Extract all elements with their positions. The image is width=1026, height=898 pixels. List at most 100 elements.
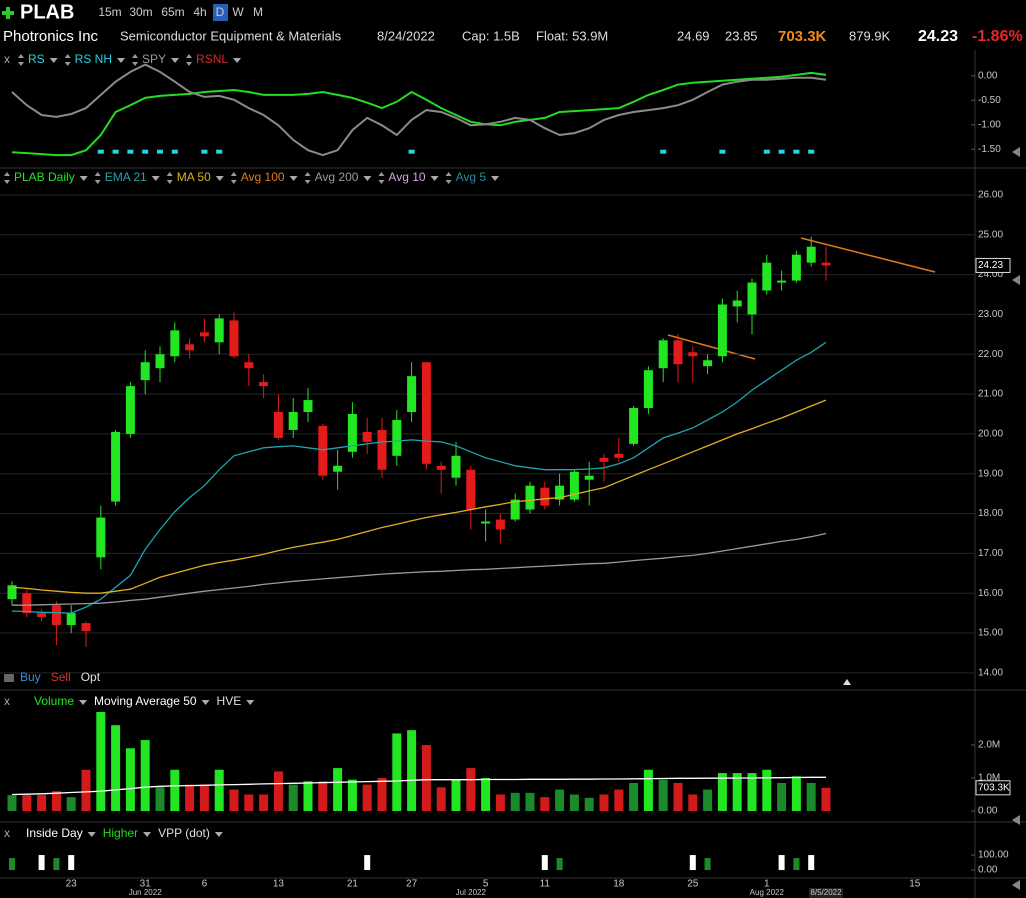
interval-button[interactable]: 4h (193, 5, 206, 19)
legend-entry[interactable]: EMA 21 (105, 170, 147, 184)
candle-body (155, 354, 165, 369)
close-pane[interactable]: x (4, 52, 10, 66)
candle-body (629, 408, 639, 444)
volume: 703.3K (778, 28, 827, 45)
trade-button[interactable]: Opt (81, 670, 101, 684)
dropdown-arrow[interactable] (246, 700, 255, 705)
legend-entry[interactable]: RS (28, 52, 45, 66)
volume-bar (510, 792, 520, 812)
legend-entry[interactable]: Inside Day (26, 826, 83, 840)
dropdown-arrow[interactable] (151, 176, 160, 181)
close-pane[interactable]: x (4, 694, 10, 708)
dropdown-arrow[interactable] (79, 176, 88, 181)
interval-button[interactable]: 65m (161, 5, 184, 19)
legend-entry[interactable]: RS NH (75, 52, 112, 66)
dropdown-arrow[interactable] (491, 176, 500, 181)
reorder-icon[interactable] (166, 172, 173, 184)
legend-entry[interactable]: Higher (103, 826, 138, 840)
reorder-icon[interactable] (378, 172, 385, 184)
close-pane[interactable]: x (4, 826, 10, 840)
dropdown-arrow[interactable] (215, 176, 224, 181)
rs-marker (201, 149, 208, 154)
add-icon[interactable] (2, 7, 14, 19)
reorder-icon[interactable] (186, 54, 193, 66)
candle-body (481, 521, 491, 524)
legend-entry[interactable]: Avg 5 (456, 170, 487, 184)
reorder-icon[interactable] (64, 54, 71, 66)
dropdown-arrow[interactable] (87, 832, 96, 837)
x-sublabel: Jun 2022 (129, 888, 162, 897)
dropdown-arrow[interactable] (214, 832, 223, 837)
scroll-marker[interactable] (843, 679, 851, 685)
indicator-line (12, 532, 827, 606)
candle-body (333, 465, 343, 472)
dropdown-arrow[interactable] (117, 58, 126, 63)
legend-entry[interactable]: PLAB Daily (14, 170, 75, 184)
legend-entry[interactable]: VPP (dot) (158, 826, 210, 840)
candle-body (436, 465, 446, 470)
trade-button[interactable]: Buy (20, 670, 41, 684)
y-tick-label: 15.00 (978, 628, 1003, 639)
reorder-icon[interactable] (94, 172, 101, 184)
x-tick-label: 21 (347, 879, 359, 890)
y-tick-label: 21.00 (978, 389, 1003, 400)
x-tick-label: 25 (687, 879, 699, 890)
candle-body (303, 400, 313, 413)
legend-entry[interactable]: SPY (142, 52, 166, 66)
dropdown-arrow[interactable] (49, 58, 58, 63)
trendline[interactable] (667, 334, 756, 360)
interval-button[interactable]: M (253, 5, 263, 19)
candle-body (185, 344, 195, 351)
volume-bar (273, 771, 283, 812)
legend-entry[interactable]: RSNL (196, 52, 228, 66)
interval-button[interactable]: W (232, 5, 244, 19)
legend-entry[interactable]: MA 50 (177, 170, 211, 184)
volume-bar (584, 797, 594, 812)
volume-bar (614, 789, 624, 812)
dropdown-arrow[interactable] (79, 700, 88, 705)
candle-body (510, 499, 520, 520)
dropdown-arrow[interactable] (363, 176, 372, 181)
dropdown-arrow[interactable] (143, 832, 152, 837)
interval-button[interactable]: D (216, 5, 225, 19)
volume-bar (466, 768, 476, 812)
volume-bar (214, 769, 224, 812)
legend-entry[interactable]: Volume (34, 694, 74, 708)
volume-bar (688, 794, 698, 812)
candle-body (806, 246, 816, 263)
pane-arrows[interactable] (1012, 147, 1020, 890)
legend-entry[interactable]: Avg 10 (388, 170, 425, 184)
dropdown-arrow[interactable] (289, 176, 298, 181)
reorder-icon[interactable] (4, 172, 10, 184)
reorder-icon[interactable] (445, 172, 452, 184)
legend-entry[interactable]: Moving Average 50 (94, 694, 197, 708)
volume-bar (229, 789, 239, 812)
trendline[interactable] (800, 237, 936, 273)
signal-bar (53, 858, 60, 871)
candle-body (673, 340, 683, 365)
legend-entry[interactable]: Avg 100 (241, 170, 285, 184)
trade-button[interactable]: Sell (51, 670, 71, 684)
last-volume-label: 703.3K (978, 782, 1010, 793)
interval-button[interactable]: 30m (129, 5, 152, 19)
dropdown-arrow[interactable] (171, 58, 180, 63)
x-tick-label: 23 (66, 879, 78, 890)
trade-icon[interactable] (4, 674, 14, 682)
dropdown-arrow[interactable] (233, 58, 242, 63)
last-volume-box (975, 780, 1011, 796)
volume-bar (569, 794, 579, 812)
legend-entry[interactable]: Avg 200 (315, 170, 359, 184)
reorder-icon[interactable] (18, 54, 24, 66)
symbol[interactable]: PLAB (20, 1, 74, 23)
candle-body (614, 453, 624, 458)
interval-button[interactable]: 15m (98, 5, 121, 19)
dropdown-arrow[interactable] (430, 176, 439, 181)
legend-entry[interactable]: HVE (217, 694, 242, 708)
reorder-icon[interactable] (230, 172, 237, 184)
reorder-icon[interactable] (132, 54, 139, 66)
volume-bar (643, 769, 653, 812)
dropdown-arrow[interactable] (201, 700, 210, 705)
volume-bar (22, 795, 32, 812)
reorder-icon[interactable] (304, 172, 311, 184)
volume-bar (170, 769, 180, 812)
